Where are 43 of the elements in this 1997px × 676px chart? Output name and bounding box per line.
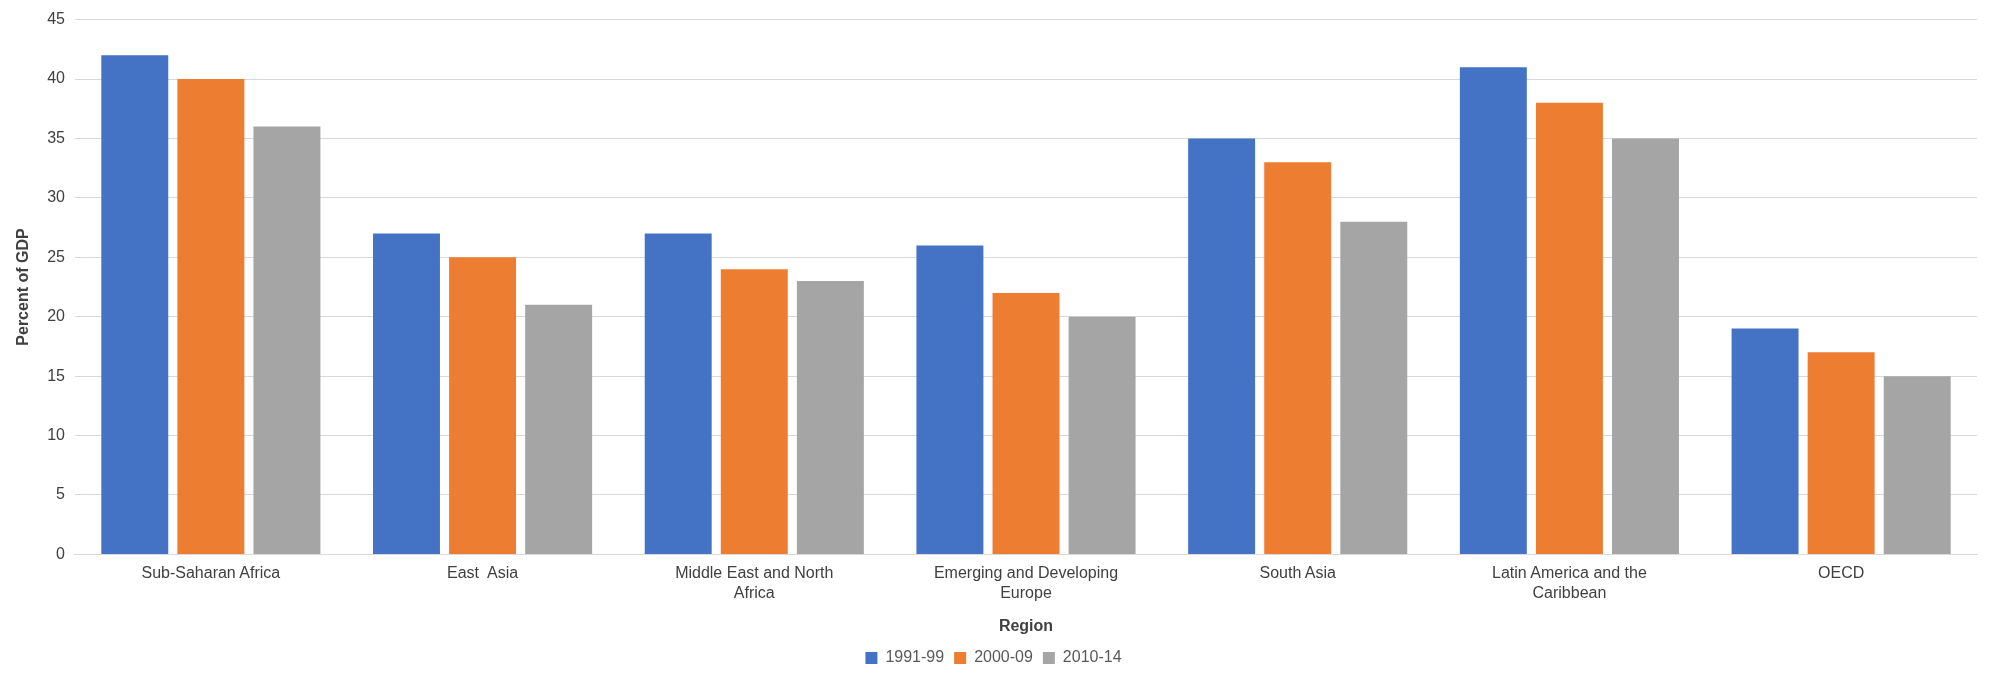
legend-label: 2010-14 [1062,648,1122,666]
bar [525,304,593,554]
x-tick-label: East Asia [446,564,519,582]
bar [1731,328,1799,554]
bar [101,55,169,554]
bar [1068,316,1136,554]
bar [253,126,321,554]
bar [1883,376,1951,554]
legend-label: 2000-09 [974,648,1033,666]
x-axis-title: Region [998,616,1054,634]
bar [796,281,864,554]
bar [992,292,1060,554]
bar [720,269,788,554]
legend-label: 1991-99 [885,648,945,666]
y-tick-label: 20 [47,307,66,325]
x-tick-label: OECD [1818,564,1865,582]
y-tick-label: 45 [47,10,66,28]
bar [916,245,984,554]
x-tick-label: Latin America and the Caribbean [1492,564,1647,601]
y-tick-label: 40 [47,69,66,87]
x-tick-label: Emerging and Developing Europe [933,564,1119,601]
bar [1340,221,1408,554]
bar [1459,67,1527,554]
bar [373,233,440,554]
y-tick-label: 5 [56,485,66,503]
bar [1612,138,1679,554]
y-tick-label: 10 [47,425,66,443]
bar [177,79,245,554]
y-tick-label: 35 [47,128,66,146]
y-tick-label: 25 [47,247,66,265]
bar [1535,102,1603,554]
bar [1264,162,1332,554]
bar [1188,138,1256,554]
x-tick-label: Sub-Saharan Africa [141,564,281,582]
x-tick-label: Middle East and North Africa [675,564,834,601]
bar [449,257,517,554]
x-tick-label: South Asia [1259,564,1337,582]
bar [644,233,712,554]
y-tick-label: 0 [56,544,66,562]
bar [1807,352,1875,554]
y-tick-label: 15 [47,366,66,384]
y-axis-title: Percent of GDP [14,227,32,346]
y-tick-label: 30 [47,188,66,206]
